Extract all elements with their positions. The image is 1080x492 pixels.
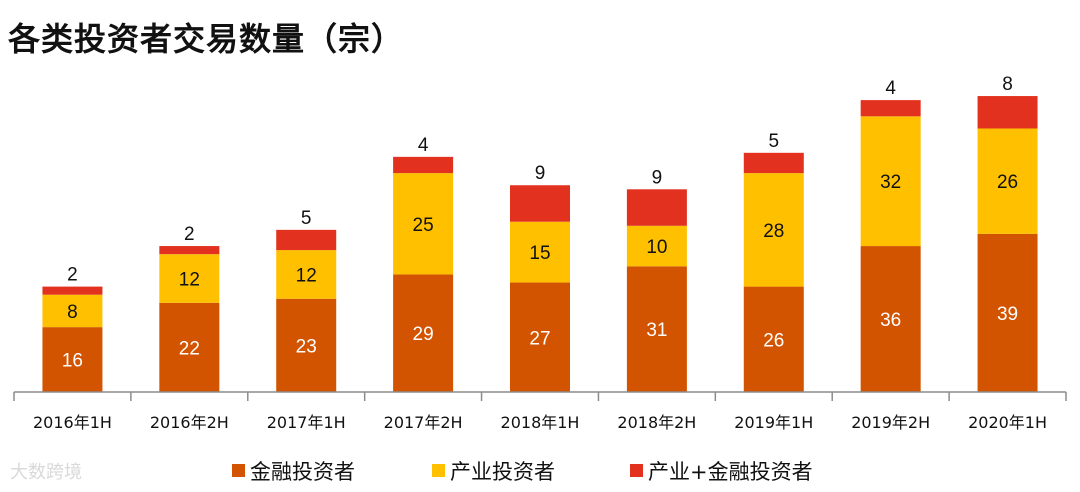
x-tick-label: 2018年1H: [501, 413, 580, 432]
legend-swatch: [432, 464, 445, 477]
bar-segment: [510, 282, 570, 392]
data-label: 8: [1002, 74, 1013, 95]
bar-segment: [42, 327, 103, 392]
bar-segment: [42, 286, 103, 295]
data-label: 16: [62, 351, 83, 372]
data-label: 26: [763, 330, 784, 351]
bar-segment: [393, 173, 454, 275]
x-tick-label: 2018年2H: [617, 413, 696, 432]
bar-segment: [159, 302, 220, 392]
chart-title: 各类投资者交易数量（宗）: [8, 20, 405, 58]
bar-segment: [743, 286, 804, 392]
data-label: 36: [880, 310, 901, 331]
bar-segment: [860, 100, 921, 117]
bar-segment: [977, 96, 1038, 129]
bar-segment: [743, 173, 804, 287]
data-label: 31: [646, 320, 667, 341]
data-label: 25: [413, 215, 434, 236]
legend-label: 产业投资者: [450, 460, 555, 484]
data-label: 15: [529, 243, 550, 264]
bar-segment: [510, 185, 570, 222]
bar-segment: [159, 246, 220, 255]
x-tick-label: 2016年1H: [33, 413, 112, 432]
legend-label: 金融投资者: [250, 460, 355, 484]
bar-segment: [743, 152, 804, 174]
data-label: 5: [768, 131, 779, 152]
x-tick-label: 2019年1H: [734, 413, 813, 432]
data-label: 2: [184, 224, 195, 245]
data-label: 10: [646, 237, 667, 258]
x-axis: 2016年1H 2016年2H 2017年1H 2017年2H 2018年1H 2018年…: [13, 391, 1067, 432]
bar-segment: [860, 116, 921, 247]
bar-segment: [626, 189, 687, 226]
data-label: 8: [67, 302, 78, 323]
legend-swatch: [630, 464, 643, 477]
bar-segment: [626, 266, 687, 392]
data-label: 29: [413, 324, 434, 345]
data-label: 12: [296, 265, 317, 286]
bar-segment: [393, 156, 454, 174]
x-tick-label: 2017年2H: [384, 413, 463, 432]
x-tick-label: 2019年2H: [851, 413, 930, 432]
data-label: 5: [301, 208, 312, 229]
data-label: 28: [763, 221, 784, 242]
x-tick-label: 2017年1H: [267, 413, 346, 432]
legend-swatch: [232, 464, 245, 477]
data-label: 23: [296, 336, 317, 357]
data-label: 9: [652, 167, 663, 188]
data-label: 27: [529, 328, 550, 349]
data-label: 9: [535, 163, 546, 184]
data-label: 12: [179, 269, 200, 290]
bar-segment: [977, 128, 1038, 234]
legend: 金融投资者 产业投资者 产业+金融投资者: [232, 460, 813, 484]
x-tick-label: 2016年2H: [150, 413, 229, 432]
bar-segment: [626, 225, 687, 267]
watermark: 大数跨境: [10, 462, 82, 483]
data-label: 32: [880, 172, 901, 193]
data-label: 26: [997, 172, 1018, 193]
data-label: 4: [885, 78, 896, 99]
bar-segment: [510, 221, 570, 283]
data-label: 4: [418, 135, 429, 156]
bar-segment: [159, 254, 220, 303]
bar-segment: [42, 294, 103, 328]
bar-segment: [860, 246, 921, 392]
bar-segment: [393, 274, 454, 392]
bar-segment: [276, 298, 337, 392]
bar-segment: [276, 229, 337, 251]
data-label: 2: [67, 265, 78, 286]
data-label: 22: [179, 338, 200, 359]
legend-label: 产业+金融投资者: [648, 460, 813, 484]
bar-segment: [276, 250, 337, 299]
bars-group: 1682221222312529254271593110926285363243…: [42, 74, 1038, 392]
x-tick-label: 2020年1H: [968, 413, 1047, 432]
bar-segment: [977, 233, 1038, 392]
data-label: 39: [997, 304, 1018, 325]
